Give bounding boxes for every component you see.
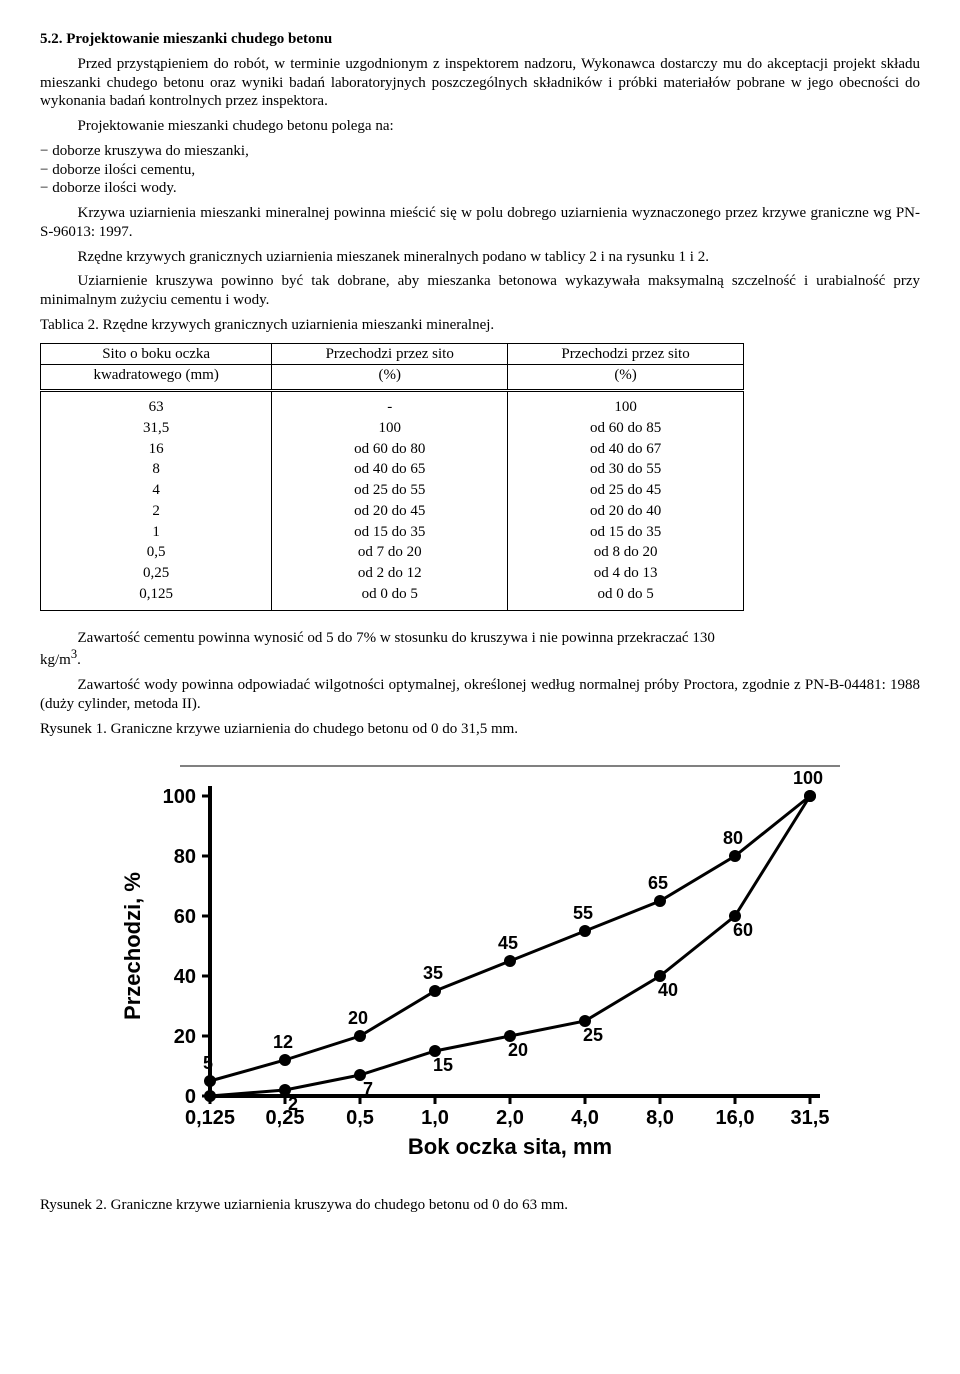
- table-cell: od 20 do 40: [508, 501, 744, 522]
- table-cell: 0,5: [41, 542, 272, 563]
- paragraph: Przed przystąpieniem do robót, w termini…: [40, 55, 920, 111]
- table-cell: od 8 do 20: [508, 542, 744, 563]
- table-cell: 100: [272, 418, 508, 439]
- table-cell: 1: [41, 522, 272, 543]
- table-cell: 8: [41, 459, 272, 480]
- svg-text:16,0: 16,0: [716, 1107, 755, 1129]
- svg-text:0,125: 0,125: [185, 1107, 235, 1129]
- svg-text:Przechodzi, %: Przechodzi, %: [120, 872, 145, 1020]
- paragraph: Zawartość wody powinna odpowiadać wilgot…: [40, 676, 920, 714]
- svg-text:80: 80: [723, 828, 743, 848]
- table-cell: 4: [41, 480, 272, 501]
- table-cell: od 60 do 85: [508, 418, 744, 439]
- table-caption: Tablica 2. Rzędne krzywych granicznych u…: [40, 316, 920, 335]
- svg-text:4,0: 4,0: [571, 1107, 599, 1129]
- table-cell: od 15 do 35: [508, 522, 744, 543]
- table-cell: od 0 do 5: [272, 584, 508, 610]
- paragraph: Krzywa uziarnienia mieszanki mineralnej …: [40, 204, 920, 242]
- table-header: kwadratowego (mm): [41, 365, 272, 391]
- svg-text:55: 55: [573, 903, 593, 923]
- svg-text:1,0: 1,0: [421, 1107, 449, 1129]
- table-cell: od 0 do 5: [508, 584, 744, 610]
- list-item: doborze kruszywa do mieszanki,: [40, 142, 920, 161]
- svg-text:5: 5: [203, 1053, 213, 1073]
- grading-table: Sito o boku oczka Przechodzi przez sito …: [40, 343, 744, 611]
- text: Zawartość cementu powinna wynosić od 5 d…: [78, 630, 715, 646]
- svg-text:20: 20: [348, 1008, 368, 1028]
- svg-text:80: 80: [174, 846, 196, 868]
- table-cell: od 25 do 55: [272, 480, 508, 501]
- paragraph: Zawartość cementu powinna wynosić od 5 d…: [40, 629, 920, 671]
- table-cell: od 4 do 13: [508, 563, 744, 584]
- table-cell: 100: [508, 391, 744, 418]
- figure-caption: Rysunek 1. Graniczne krzywe uziarnienia …: [40, 720, 920, 739]
- svg-text:0,25: 0,25: [266, 1107, 305, 1129]
- table-header: Przechodzi przez sito: [272, 343, 508, 365]
- svg-text:8,0: 8,0: [646, 1107, 674, 1129]
- table-header: (%): [508, 365, 744, 391]
- svg-text:40: 40: [174, 966, 196, 988]
- table-header: Przechodzi przez sito: [508, 343, 744, 365]
- grading-chart: 0 20 40 60 80 100 0,125 0,25 0,5 1,0 2,0 4,0 8,0 16,0…: [100, 746, 860, 1166]
- svg-text:60: 60: [174, 906, 196, 928]
- table-cell: od 7 do 20: [272, 542, 508, 563]
- table-cell: od 60 do 80: [272, 439, 508, 460]
- table-cell: od 40 do 65: [272, 459, 508, 480]
- svg-text:0,5: 0,5: [346, 1107, 374, 1129]
- table-cell: 0,25: [41, 563, 272, 584]
- table-cell: 16: [41, 439, 272, 460]
- list-item: doborze ilości wody.: [40, 179, 920, 198]
- table-cell: od 2 do 12: [272, 563, 508, 584]
- svg-text:100: 100: [793, 768, 823, 788]
- svg-text:35: 35: [423, 963, 443, 983]
- paragraph: Projektowanie mieszanki chudego betonu p…: [40, 117, 920, 136]
- figure-caption: Rysunek 2. Graniczne krzywe uziarnienia …: [40, 1196, 920, 1215]
- text: .: [77, 652, 81, 668]
- table-cell: od 15 do 35: [272, 522, 508, 543]
- table-cell: od 40 do 67: [508, 439, 744, 460]
- table-cell: od 20 do 45: [272, 501, 508, 522]
- svg-text:7: 7: [363, 1079, 373, 1099]
- svg-text:Bok oczka sita, mm: Bok oczka sita, mm: [408, 1134, 612, 1159]
- svg-text:40: 40: [658, 980, 678, 1000]
- paragraph: Rzędne krzywych granicznych uziarnienia …: [40, 248, 920, 267]
- table-cell: od 30 do 55: [508, 459, 744, 480]
- paragraph: Uziarnienie kruszywa powinno być tak dob…: [40, 272, 920, 310]
- table-header: Sito o boku oczka: [41, 343, 272, 365]
- chart-svg: 0 20 40 60 80 100 0,125 0,25 0,5 1,0 2,0 4,0 8,0 16,0…: [100, 746, 860, 1166]
- svg-text:12: 12: [273, 1032, 293, 1052]
- table-cell: 0,125: [41, 584, 272, 610]
- svg-text:15: 15: [433, 1055, 453, 1075]
- svg-text:0: 0: [185, 1086, 196, 1108]
- bullet-list: doborze kruszywa do mieszanki, doborze i…: [40, 142, 920, 198]
- svg-text:20: 20: [174, 1026, 196, 1048]
- table-cell: -: [272, 391, 508, 418]
- svg-text:100: 100: [163, 786, 196, 808]
- text: kg/m: [40, 652, 71, 668]
- svg-text:60: 60: [733, 920, 753, 940]
- table-cell: od 25 do 45: [508, 480, 744, 501]
- svg-text:20: 20: [508, 1040, 528, 1060]
- table-header: (%): [272, 365, 508, 391]
- table-cell: 2: [41, 501, 272, 522]
- svg-text:45: 45: [498, 933, 518, 953]
- svg-text:31,5: 31,5: [791, 1107, 830, 1129]
- list-item: doborze ilości cementu,: [40, 161, 920, 180]
- table-cell: 63: [41, 391, 272, 418]
- svg-text:2,0: 2,0: [496, 1107, 524, 1129]
- svg-text:25: 25: [583, 1025, 603, 1045]
- section-heading: 5.2. Projektowanie mieszanki chudego bet…: [40, 30, 920, 49]
- table-cell: 31,5: [41, 418, 272, 439]
- svg-text:2: 2: [288, 1094, 298, 1114]
- svg-text:65: 65: [648, 873, 668, 893]
